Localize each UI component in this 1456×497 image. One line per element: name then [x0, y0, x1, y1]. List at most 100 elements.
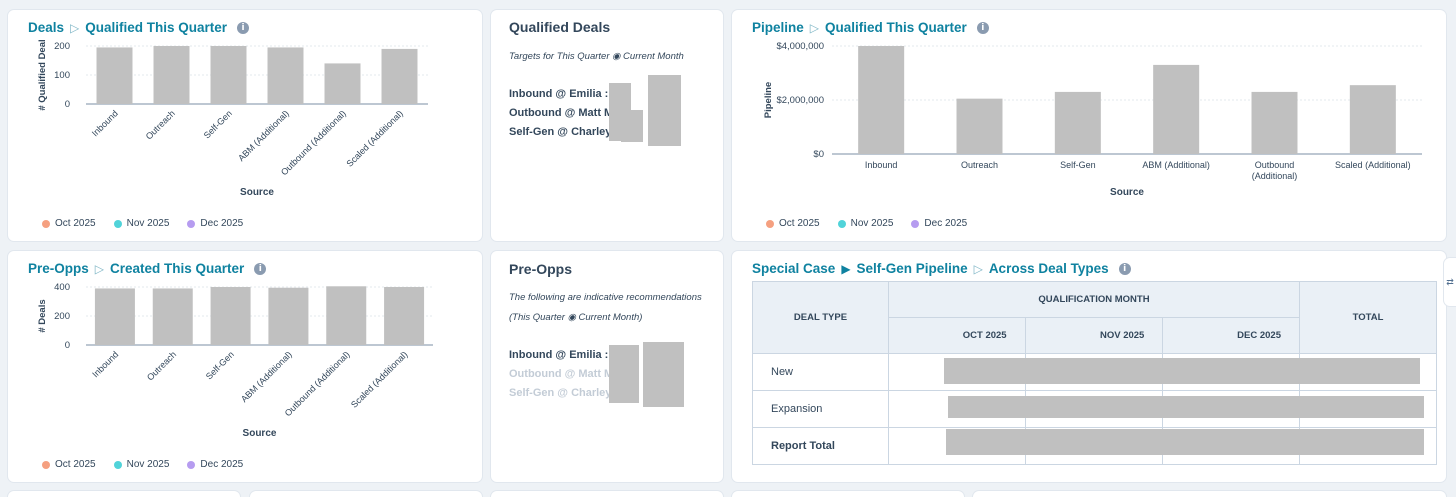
x-tick-label: Inbound [90, 108, 120, 138]
bar[interactable] [96, 47, 133, 104]
bar[interactable] [324, 63, 361, 104]
breadcrumb-separator-icon: ▷ [809, 20, 819, 35]
preopps-legend: Oct 2025 Nov 2025 Dec 2025 [42, 459, 243, 470]
legend-label: Oct 2025 [55, 218, 96, 229]
breadcrumb-separator-icon: ▷ [70, 20, 80, 35]
bar[interactable] [267, 47, 304, 104]
side-panel-handle-icon[interactable]: ⇄ [1444, 258, 1456, 306]
info-icon[interactable]: i [1118, 262, 1131, 275]
x-tick-label: (Additional) [1252, 171, 1298, 181]
legend-label: Nov 2025 [126, 218, 170, 229]
title-selfgen[interactable]: Self-Gen Pipeline [856, 261, 968, 276]
pipeline-chart-card: Pipeline ▷ Qualified This Quarter i $0 $2… [732, 10, 1446, 241]
legend-dot-icon [113, 460, 122, 469]
legend-item-oct[interactable]: Oct 2025 [42, 218, 96, 229]
legend-dot-icon [113, 219, 122, 228]
y-tick-label: 100 [54, 70, 70, 81]
header-qualification-month[interactable]: QUALIFICATION MONTH [888, 281, 1300, 318]
special-card-title[interactable]: Special Case ▶ Self-Gen Pipeline ▷ Acros… [752, 261, 1131, 276]
breadcrumb-separator-icon: ▷ [94, 261, 104, 276]
deals-chart-card: Deals ▷ Qualified This Quarter i 0 100 200… [8, 10, 482, 241]
bar[interactable] [956, 98, 1003, 154]
rec-line-outbound: Outbound @ Matt M. [509, 368, 617, 380]
preopps-card-title[interactable]: Pre-Opps ▷ Created This Quarter i [28, 261, 267, 276]
bar[interactable] [1349, 85, 1396, 154]
bar[interactable] [1153, 64, 1200, 154]
x-tick-label: Self-Gen [204, 349, 236, 381]
title-pipeline[interactable]: Pipeline [752, 20, 804, 35]
x-tick-label: Outbound (Additional) [279, 108, 348, 177]
legend-item-nov[interactable]: Nov 2025 [113, 459, 169, 470]
preopps-bar-chart: 0 200 400 # Deals Source Inbound Outreach Self-… [37, 282, 433, 439]
redaction-block [609, 345, 639, 403]
bar[interactable] [210, 287, 251, 345]
x-tick-label: Outreach [961, 160, 998, 170]
bar[interactable] [153, 46, 190, 104]
header-total[interactable]: TOTAL [1299, 281, 1437, 354]
deals-bar-chart: 0 100 200 # Qualified Deal Source Inbound Outr… [37, 39, 428, 198]
y-tick-label: 200 [54, 41, 70, 52]
header-nov-2025[interactable]: NOV 2025 [1024, 317, 1164, 354]
target-line-inbound: Inbound @ Emilia : [509, 88, 609, 100]
y-axis-label: Pipeline [763, 82, 774, 118]
redaction-block [648, 75, 681, 146]
title-across[interactable]: Across Deal Types [988, 261, 1109, 276]
legend-item-nov[interactable]: Nov 2025 [837, 218, 893, 229]
legend-item-oct[interactable]: Oct 2025 [766, 218, 820, 229]
header-dec-2025[interactable]: DEC 2025 [1162, 317, 1300, 354]
bar[interactable] [94, 288, 135, 345]
title-special-case[interactable]: Special Case [752, 261, 836, 276]
legend-item-nov[interactable]: Nov 2025 [113, 218, 170, 229]
row-label-new: New [752, 353, 889, 391]
header-oct-2025[interactable]: OCT 2025 [888, 317, 1026, 354]
info-icon[interactable]: i [254, 262, 267, 275]
x-axis-label: Source [1110, 187, 1144, 198]
legend-item-dec[interactable]: Dec 2025 [187, 459, 243, 470]
rec-line-inbound: Inbound @ Emilia : [509, 349, 609, 361]
x-tick-label: Outreach [145, 349, 178, 382]
redaction-block [946, 429, 1424, 455]
special-case-card: Special Case ▶ Self-Gen Pipeline ▷ Acros… [732, 251, 1446, 482]
bar[interactable] [384, 287, 425, 345]
bar[interactable] [381, 48, 418, 104]
next-row-card [491, 491, 723, 497]
bar[interactable] [326, 286, 367, 345]
title-created[interactable]: Created This Quarter [110, 261, 245, 276]
x-tick-label: Scaled (Additional) [344, 108, 404, 168]
pipeline-legend: Oct 2025 Nov 2025 Dec 2025 [766, 218, 967, 229]
target-line-outbound: Outbound @ Matt M. : [509, 107, 623, 119]
deals-legend: Oct 2025 Nov 2025 Dec 2025 [42, 218, 243, 229]
legend-label: Dec 2025 [200, 218, 244, 229]
x-tick-label: Outbound [1255, 160, 1295, 170]
info-icon[interactable]: i [237, 21, 250, 34]
bar[interactable] [1054, 91, 1101, 154]
deals-card-title[interactable]: Deals ▷ Qualified This Quarter i [28, 20, 250, 35]
breadcrumb-separator-icon: ▷ [973, 261, 983, 276]
y-axis-label: # Deals [37, 299, 48, 332]
bar[interactable] [1251, 91, 1298, 154]
legend-item-dec[interactable]: Dec 2025 [187, 218, 243, 229]
x-tick-label: Inbound [90, 349, 120, 379]
qualified-deals-card: Qualified Deals Targets for This Quarter… [491, 10, 723, 241]
pipeline-card-title[interactable]: Pipeline ▷ Qualified This Quarter i [752, 20, 989, 35]
legend-item-oct[interactable]: Oct 2025 [42, 459, 96, 470]
title-qualified[interactable]: Qualified This Quarter [825, 20, 967, 35]
legend-dot-icon [837, 219, 846, 228]
title-preopps[interactable]: Pre-Opps [28, 261, 89, 276]
bar[interactable] [858, 46, 905, 154]
preopps-text-subtitle-2: (This Quarter ◉ Current Month) [509, 312, 643, 323]
y-tick-label: 400 [54, 282, 70, 293]
next-row-card [973, 491, 1446, 497]
next-row-card [732, 491, 964, 497]
title-deals[interactable]: Deals [28, 20, 65, 35]
next-row-card [250, 491, 482, 497]
title-qualified[interactable]: Qualified This Quarter [85, 20, 228, 35]
info-icon[interactable]: i [976, 21, 989, 34]
header-deal-type[interactable]: DEAL TYPE [752, 281, 889, 354]
bar[interactable] [268, 287, 309, 345]
x-axis-label: Source [243, 428, 277, 439]
bar[interactable] [152, 288, 193, 345]
bar[interactable] [210, 46, 247, 104]
legend-item-dec[interactable]: Dec 2025 [911, 218, 967, 229]
x-tick-label: ABM (Additional) [236, 108, 291, 163]
